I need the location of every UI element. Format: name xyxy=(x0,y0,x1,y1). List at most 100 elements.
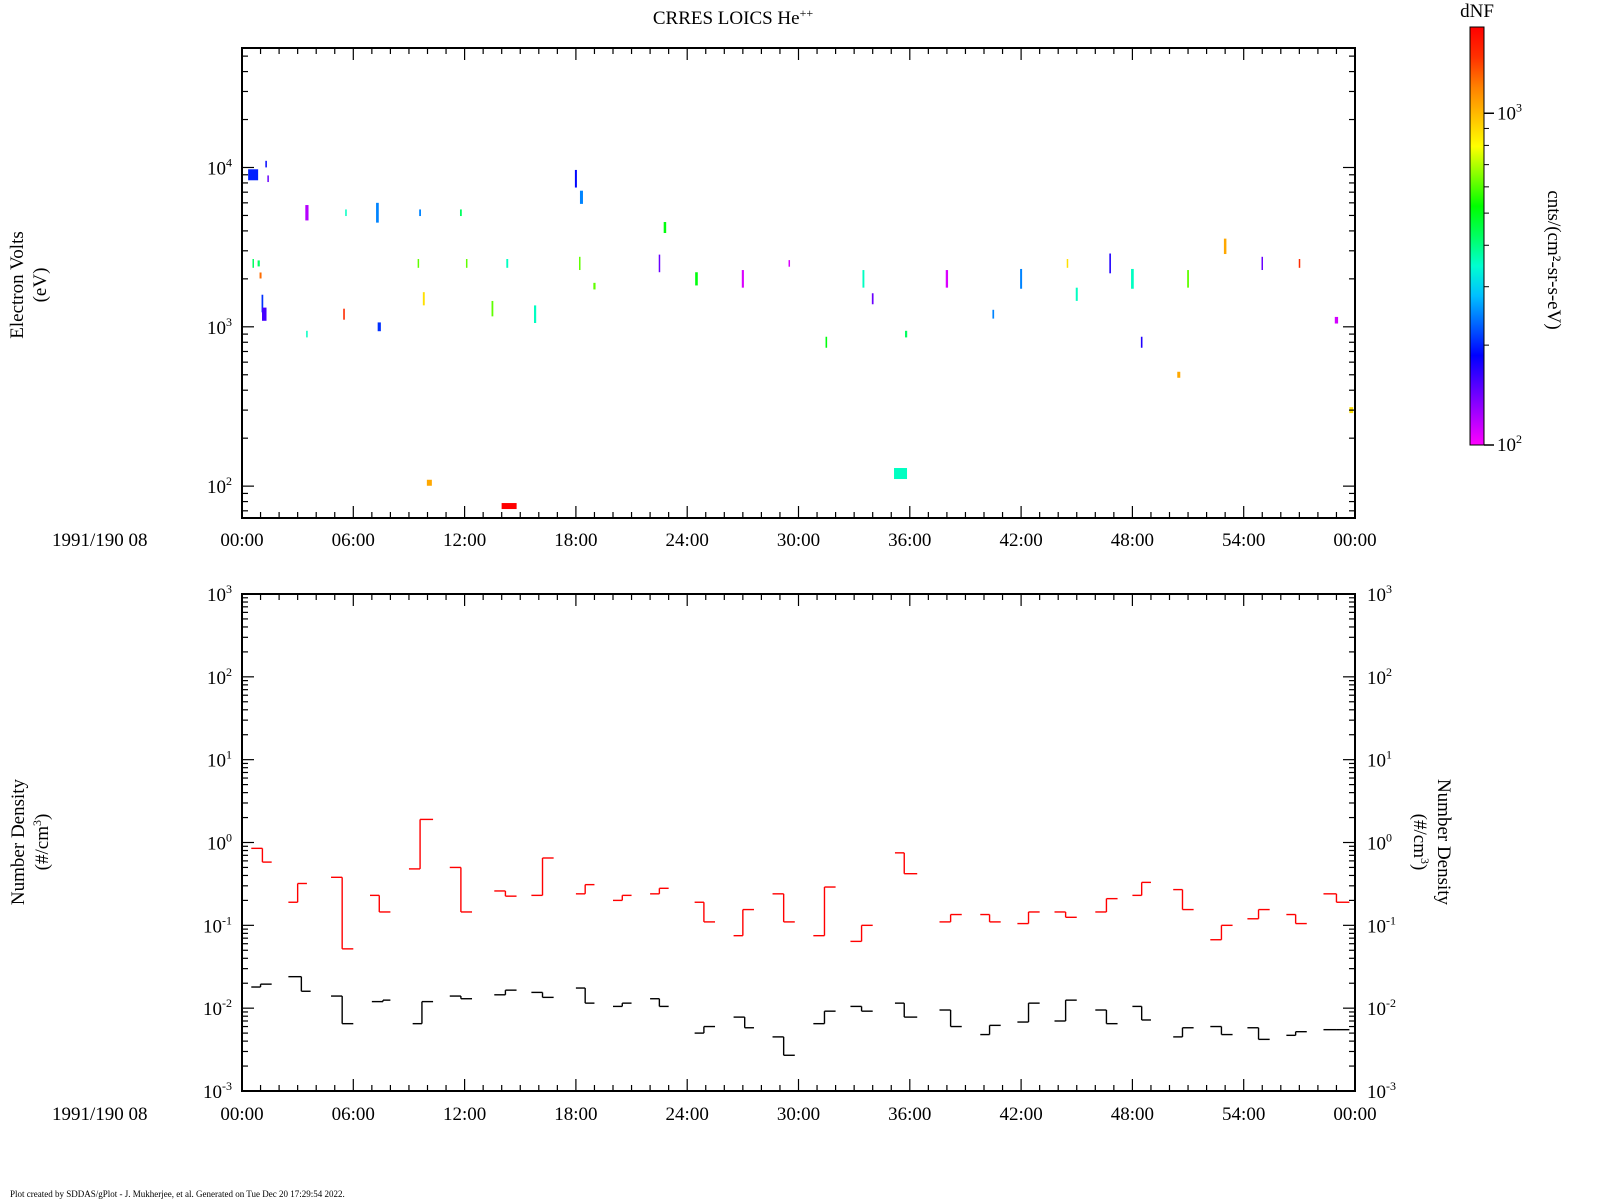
density-y-tick-labels: 103 103 102 102 101 101 100 100 10-1 10-1 10-2 10-2… xyxy=(203,582,1396,1103)
density-x-tick-labels: 00:00 06:00 12:00 18:00 24:00 30:00 36:00 42:00… xyxy=(220,1104,1376,1125)
spectrogram-cell xyxy=(267,175,269,183)
y-tick-label-right: 10-3 xyxy=(1367,1079,1396,1103)
spectrogram-cell xyxy=(491,300,494,317)
spectrogram-ticks xyxy=(241,48,1356,518)
x-tick-label: 54:00 xyxy=(1222,530,1265,551)
y-tick-label: 102 xyxy=(207,665,232,689)
spectrogram-cell xyxy=(1298,259,1301,268)
x-tick-label: 00:00 xyxy=(220,530,263,551)
spectrogram-y-tick-labels: 102 103 104 xyxy=(207,155,232,498)
spectrogram-cell xyxy=(1066,259,1069,268)
spectrogram-cell xyxy=(265,160,267,168)
chart-title: CRRES LOICS He++ xyxy=(653,6,814,29)
y-tick-label: 10-1 xyxy=(203,913,232,937)
spectrogram-cell xyxy=(262,307,267,321)
y-tick-label-right: 103 xyxy=(1367,582,1392,606)
x-tick-label: 42:00 xyxy=(999,1104,1042,1125)
density-y-axis-unit-right: (#/cm3) xyxy=(1409,814,1432,871)
density-panel: 103 103 102 102 101 101 100 100 10-1 10-1 10-2 10-2… xyxy=(8,582,1454,1125)
density-series xyxy=(251,818,1350,1056)
colorbar-gradient xyxy=(1469,26,1485,446)
spectrogram-cell xyxy=(306,330,308,338)
x-tick-label: 06:00 xyxy=(332,1104,375,1125)
spectrogram-cell xyxy=(305,205,309,221)
spectrogram-cell xyxy=(465,259,468,268)
colorbar-title: dNF xyxy=(1460,1,1494,22)
x-tick-label: 48:00 xyxy=(1111,530,1154,551)
spectrogram-cell xyxy=(579,256,581,271)
spectrogram-cell xyxy=(788,260,791,267)
x-tick-label: 36:00 xyxy=(888,530,931,551)
spectrogram-cell xyxy=(417,259,420,268)
colorbar-ticks: 102 103 xyxy=(1484,100,1522,456)
spectrogram-cell xyxy=(663,222,667,234)
spectrogram-cell xyxy=(345,209,347,217)
spectrogram-cell xyxy=(1109,253,1111,274)
spectrogram-cell xyxy=(376,202,379,223)
x-tick-label: 30:00 xyxy=(777,530,820,551)
density-y-axis-unit: (#/cm3) xyxy=(30,814,53,871)
spectrogram-cell xyxy=(1075,287,1078,301)
spectrogram-cell xyxy=(593,282,596,290)
y-tick-label: 101 xyxy=(207,748,232,772)
spectrogram-cell xyxy=(1187,270,1189,288)
spectrogram-panel: 102 103 104 00:00 06:00 12:00 18:00 24:00 30:00… xyxy=(7,47,1377,551)
y-tick-label-right: 10-2 xyxy=(1367,996,1396,1020)
y-tick-label: 10-3 xyxy=(203,1079,232,1103)
x-tick-label: 12:00 xyxy=(443,1104,486,1125)
spectrogram-cell xyxy=(1177,371,1181,378)
spectrogram-cell xyxy=(904,330,908,338)
density-y-axis-label: Number Density xyxy=(8,778,29,905)
y-tick-label: 10-2 xyxy=(203,996,232,1020)
x-tick-label: 42:00 xyxy=(999,530,1042,551)
colorbar-label: cnts/(cm²-sr-s-eV) xyxy=(1543,190,1564,329)
x-tick-label: 12:00 xyxy=(443,530,486,551)
spectrogram-cell xyxy=(459,209,462,217)
spectrogram-cells xyxy=(248,160,1354,510)
y-tick-label: 103 xyxy=(207,582,232,606)
y-tick-label: 103 xyxy=(207,315,232,339)
spectrogram-x-tick-labels: 00:00 06:00 12:00 18:00 24:00 30:00 36:00 42:00… xyxy=(220,530,1376,551)
footer-credit: Plot created by SDDAS/gPlot - J. Mukherj… xyxy=(10,1189,345,1199)
y-tick-label-right: 102 xyxy=(1367,665,1392,689)
colorbar-tick-label: 102 xyxy=(1497,432,1522,456)
spectrogram-cell xyxy=(579,190,583,204)
x-tick-label: 18:00 xyxy=(554,530,597,551)
spectrogram-cell xyxy=(1334,316,1339,324)
spectrogram-y-axis-unit: (eV) xyxy=(30,268,51,303)
spectrogram-cell xyxy=(741,270,744,288)
spectrogram-cell xyxy=(248,169,259,181)
spectrogram-cell xyxy=(862,270,865,288)
x-tick-label: 36:00 xyxy=(888,1104,931,1125)
spectrogram-cell xyxy=(343,308,345,320)
colorbar: dNF 102 103 cnts/(cm²-sr-s-eV) xyxy=(1460,1,1564,456)
spectrogram-date-label: 1991/190 08 xyxy=(52,530,148,551)
spectrogram-cell xyxy=(533,305,537,323)
spectrogram-cell xyxy=(695,272,698,286)
x-tick-label: 00:00 xyxy=(1333,1104,1376,1125)
spectrogram-cell xyxy=(506,259,509,268)
spectrogram-cell xyxy=(871,293,874,305)
spectrogram-cell xyxy=(1223,238,1227,255)
spectrogram-cell xyxy=(1131,268,1134,289)
y-tick-label-right: 100 xyxy=(1367,831,1392,855)
spectrogram-cell xyxy=(1140,336,1143,348)
spectrogram-cell xyxy=(992,309,995,319)
spectrogram-cell xyxy=(252,259,254,268)
density-frame xyxy=(241,593,1356,1092)
x-tick-label: 00:00 xyxy=(220,1104,263,1125)
density-date-label: 1991/190 08 xyxy=(52,1104,148,1125)
spectrogram-cell xyxy=(377,322,381,332)
density-ticks xyxy=(241,594,1356,1092)
spectrogram-cell xyxy=(426,479,432,486)
spectrogram-cell xyxy=(261,294,264,313)
x-tick-label: 48:00 xyxy=(1111,1104,1154,1125)
x-tick-label: 30:00 xyxy=(777,1104,820,1125)
spectrogram-cell xyxy=(501,503,517,510)
x-tick-label: 24:00 xyxy=(666,530,709,551)
y-tick-label-right: 10-1 xyxy=(1367,913,1396,937)
spectrogram-cell xyxy=(945,270,949,288)
y-tick-label: 100 xyxy=(207,831,232,855)
spectrogram-cell xyxy=(422,292,425,306)
density-y-axis-label-right: Number Density xyxy=(1433,779,1454,906)
